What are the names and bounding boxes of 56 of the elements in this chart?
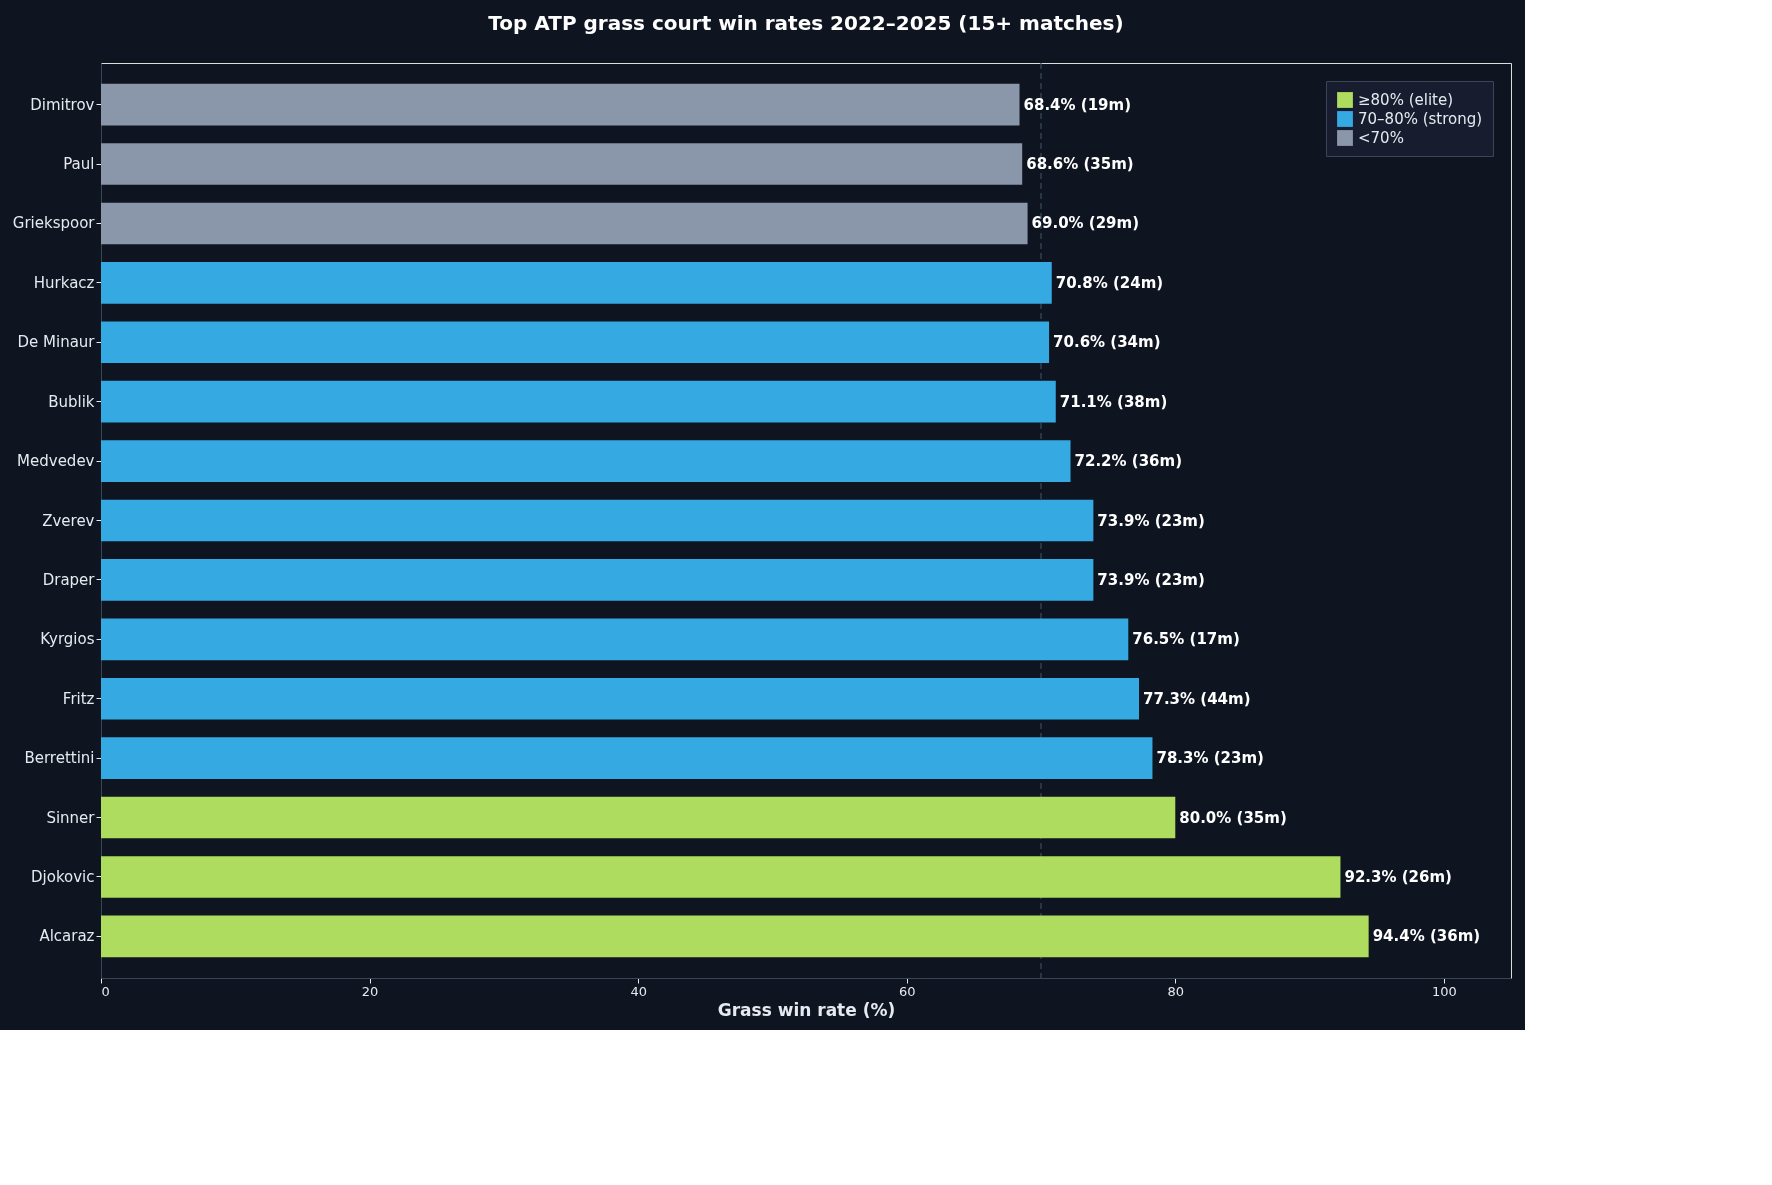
y-tick-label: Paul [63, 155, 95, 174]
x-axis-title: Grass win rate (%) [717, 999, 896, 1020]
data-label: 76.5% (17m) [1132, 630, 1240, 649]
data-label: 71.1% (38m) [1059, 392, 1168, 411]
bar [101, 321, 1050, 364]
bar [101, 796, 1176, 839]
legend-label: 70–80% (strong) [1358, 110, 1483, 128]
y-tick-label: Fritz [62, 689, 95, 708]
x-tick-label: 80 [1167, 983, 1185, 999]
data-label: 80.0% (35m) [1179, 808, 1287, 827]
bar [101, 262, 1052, 304]
x-tick-label: 40 [630, 983, 647, 999]
data-label: 69.0% (29m) [1031, 214, 1140, 233]
x-tick-label: 100 [1431, 983, 1457, 999]
y-tick-label: Djokovic [30, 867, 95, 886]
data-label: 68.6% (35m) [1026, 155, 1134, 174]
x-tick-label: 0 [101, 983, 110, 999]
bar [101, 618, 1129, 661]
data-label: 92.3% (26m) [1344, 867, 1452, 886]
y-tick-label: Dimitrov [30, 95, 95, 114]
y-tick-label: Hurkacz [33, 273, 95, 292]
y-tick-label: Sinner [46, 808, 96, 827]
y-tick-label: Bublik [48, 392, 95, 411]
y-tick-label: Draper [42, 570, 96, 589]
y-tick-label: Zverev [42, 511, 95, 530]
data-label: 70.8% (24m) [1055, 273, 1164, 292]
bar [101, 737, 1153, 779]
y-tick-label: De Minaur [17, 333, 96, 352]
bar [101, 915, 1369, 958]
x-tick-label: 60 [898, 983, 916, 999]
x-tick-label: 20 [361, 983, 379, 999]
bar [101, 856, 1341, 898]
bar [101, 559, 1094, 601]
bar [101, 143, 1023, 185]
bar [101, 83, 1020, 126]
y-tick-label: Berrettini [24, 749, 95, 768]
bar [101, 440, 1071, 482]
bar [101, 499, 1094, 542]
data-label: 70.6% (34m) [1053, 333, 1161, 352]
data-label: 68.4% (19m) [1023, 95, 1131, 114]
bar [101, 677, 1140, 720]
data-label: 73.9% (23m) [1097, 511, 1205, 530]
data-label: 73.9% (23m) [1097, 570, 1205, 589]
y-tick-label: Alcaraz [39, 927, 95, 946]
y-tick-label: Kyrgios [40, 630, 95, 649]
chart-title: Top ATP grass court win rates 2022–2025 (15+ matches) [488, 11, 1124, 36]
legend-label: ≥80% (elite) [1358, 91, 1454, 109]
y-tick-label: Medvedev [17, 452, 95, 471]
data-label: 94.4% (36m) [1372, 927, 1481, 946]
data-label: 72.2% (36m) [1074, 452, 1183, 471]
bar [101, 202, 1028, 245]
data-label: 77.3% (44m) [1143, 689, 1251, 708]
legend-label: <70% [1358, 129, 1404, 147]
y-tick-label: Griekspoor [12, 214, 96, 233]
data-label: 78.3% (23m) [1156, 749, 1264, 768]
bar [101, 380, 1056, 423]
